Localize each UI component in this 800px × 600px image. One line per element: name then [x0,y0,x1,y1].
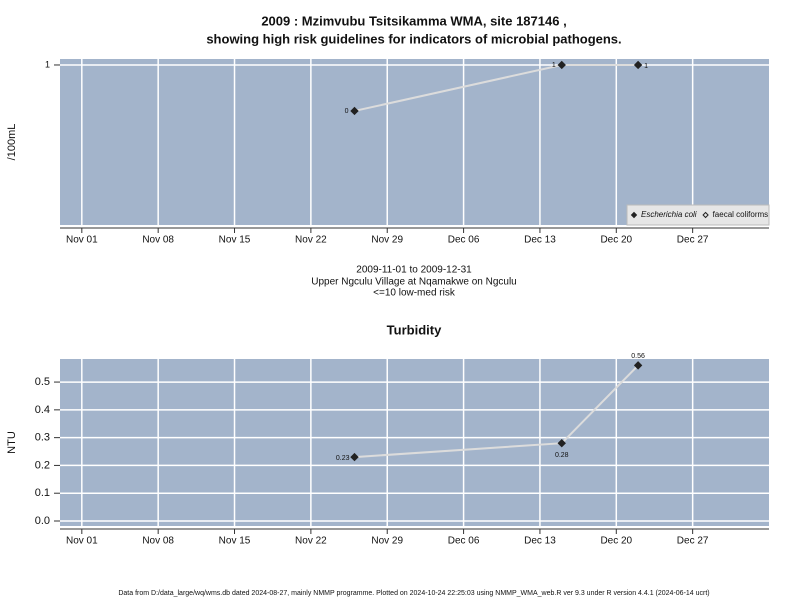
y-tick-label: 0.2 [35,459,50,471]
x-tick-label: Dec 27 [677,235,709,246]
data-point [633,361,643,370]
legend-marker [630,211,638,219]
legend-marker [702,211,709,219]
y-axis-label: /100mL [6,124,18,161]
note: 2009-11-01 to 2009-12-31 [356,265,472,276]
x-tick-label: Nov 15 [219,536,251,547]
x-tick-label: Nov 08 [142,235,174,246]
chart-title: 2009 : Mzimvubu Tsitsikamma WMA, site 18… [261,13,566,28]
y-tick-label: 0.3 [35,432,50,444]
data-point [557,60,566,70]
y-tick-label: 0.0 [35,515,50,527]
x-tick-label: Nov 22 [295,536,327,547]
x-tick-label: Nov 01 [66,235,98,246]
data-label: 0.28 [555,452,569,459]
data-point [350,452,359,462]
x-tick-label: Nov 29 [371,235,403,246]
x-tick-label: Dec 13 [524,235,556,246]
legend-label: faecal coliforms [713,210,769,219]
x-tick-label: Nov 01 [66,536,98,547]
x-tick-label: Nov 15 [219,235,251,246]
data-label: 0.56 [631,353,645,360]
data-point [350,106,359,116]
legend [626,204,770,226]
x-tick-label: Dec 13 [524,536,556,547]
data-point [557,438,566,448]
data-point [633,60,643,70]
legend-label: Escherichia coli [641,210,697,219]
note: Upper Ngculu Village at Nqamakwe on Ngcu… [311,277,516,288]
x-tick-label: Dec 06 [448,235,480,246]
y-tick-label: 0.1 [35,487,50,499]
x-tick-label: Dec 27 [677,536,709,547]
data-label: 0 [345,108,349,115]
data-label: 1 [644,63,648,70]
x-tick-label: Nov 08 [142,536,174,547]
x-tick-label: Dec 20 [600,235,632,246]
plot-background [60,59,769,225]
x-tick-label: Dec 20 [600,536,632,547]
chart-title: Turbidity [387,322,442,337]
x-tick-label: Nov 29 [371,536,403,547]
y-tick-label: 0.4 [35,404,50,416]
y-axis-label: NTU [6,431,18,454]
y-tick-label: 1 [45,59,50,69]
data-label: 0.23 [336,455,350,462]
note: <=10 low-med risk [373,288,456,299]
x-tick-label: Nov 22 [295,235,327,246]
chart-title: showing high risk guidelines for indicat… [206,31,621,46]
x-tick-label: Dec 06 [448,536,480,547]
footer: Data from D:/data_large/wq/wms.db dated … [118,590,709,597]
plot-background [60,359,769,526]
y-tick-label: 0.5 [35,376,50,388]
data-label: 1 [552,62,556,69]
